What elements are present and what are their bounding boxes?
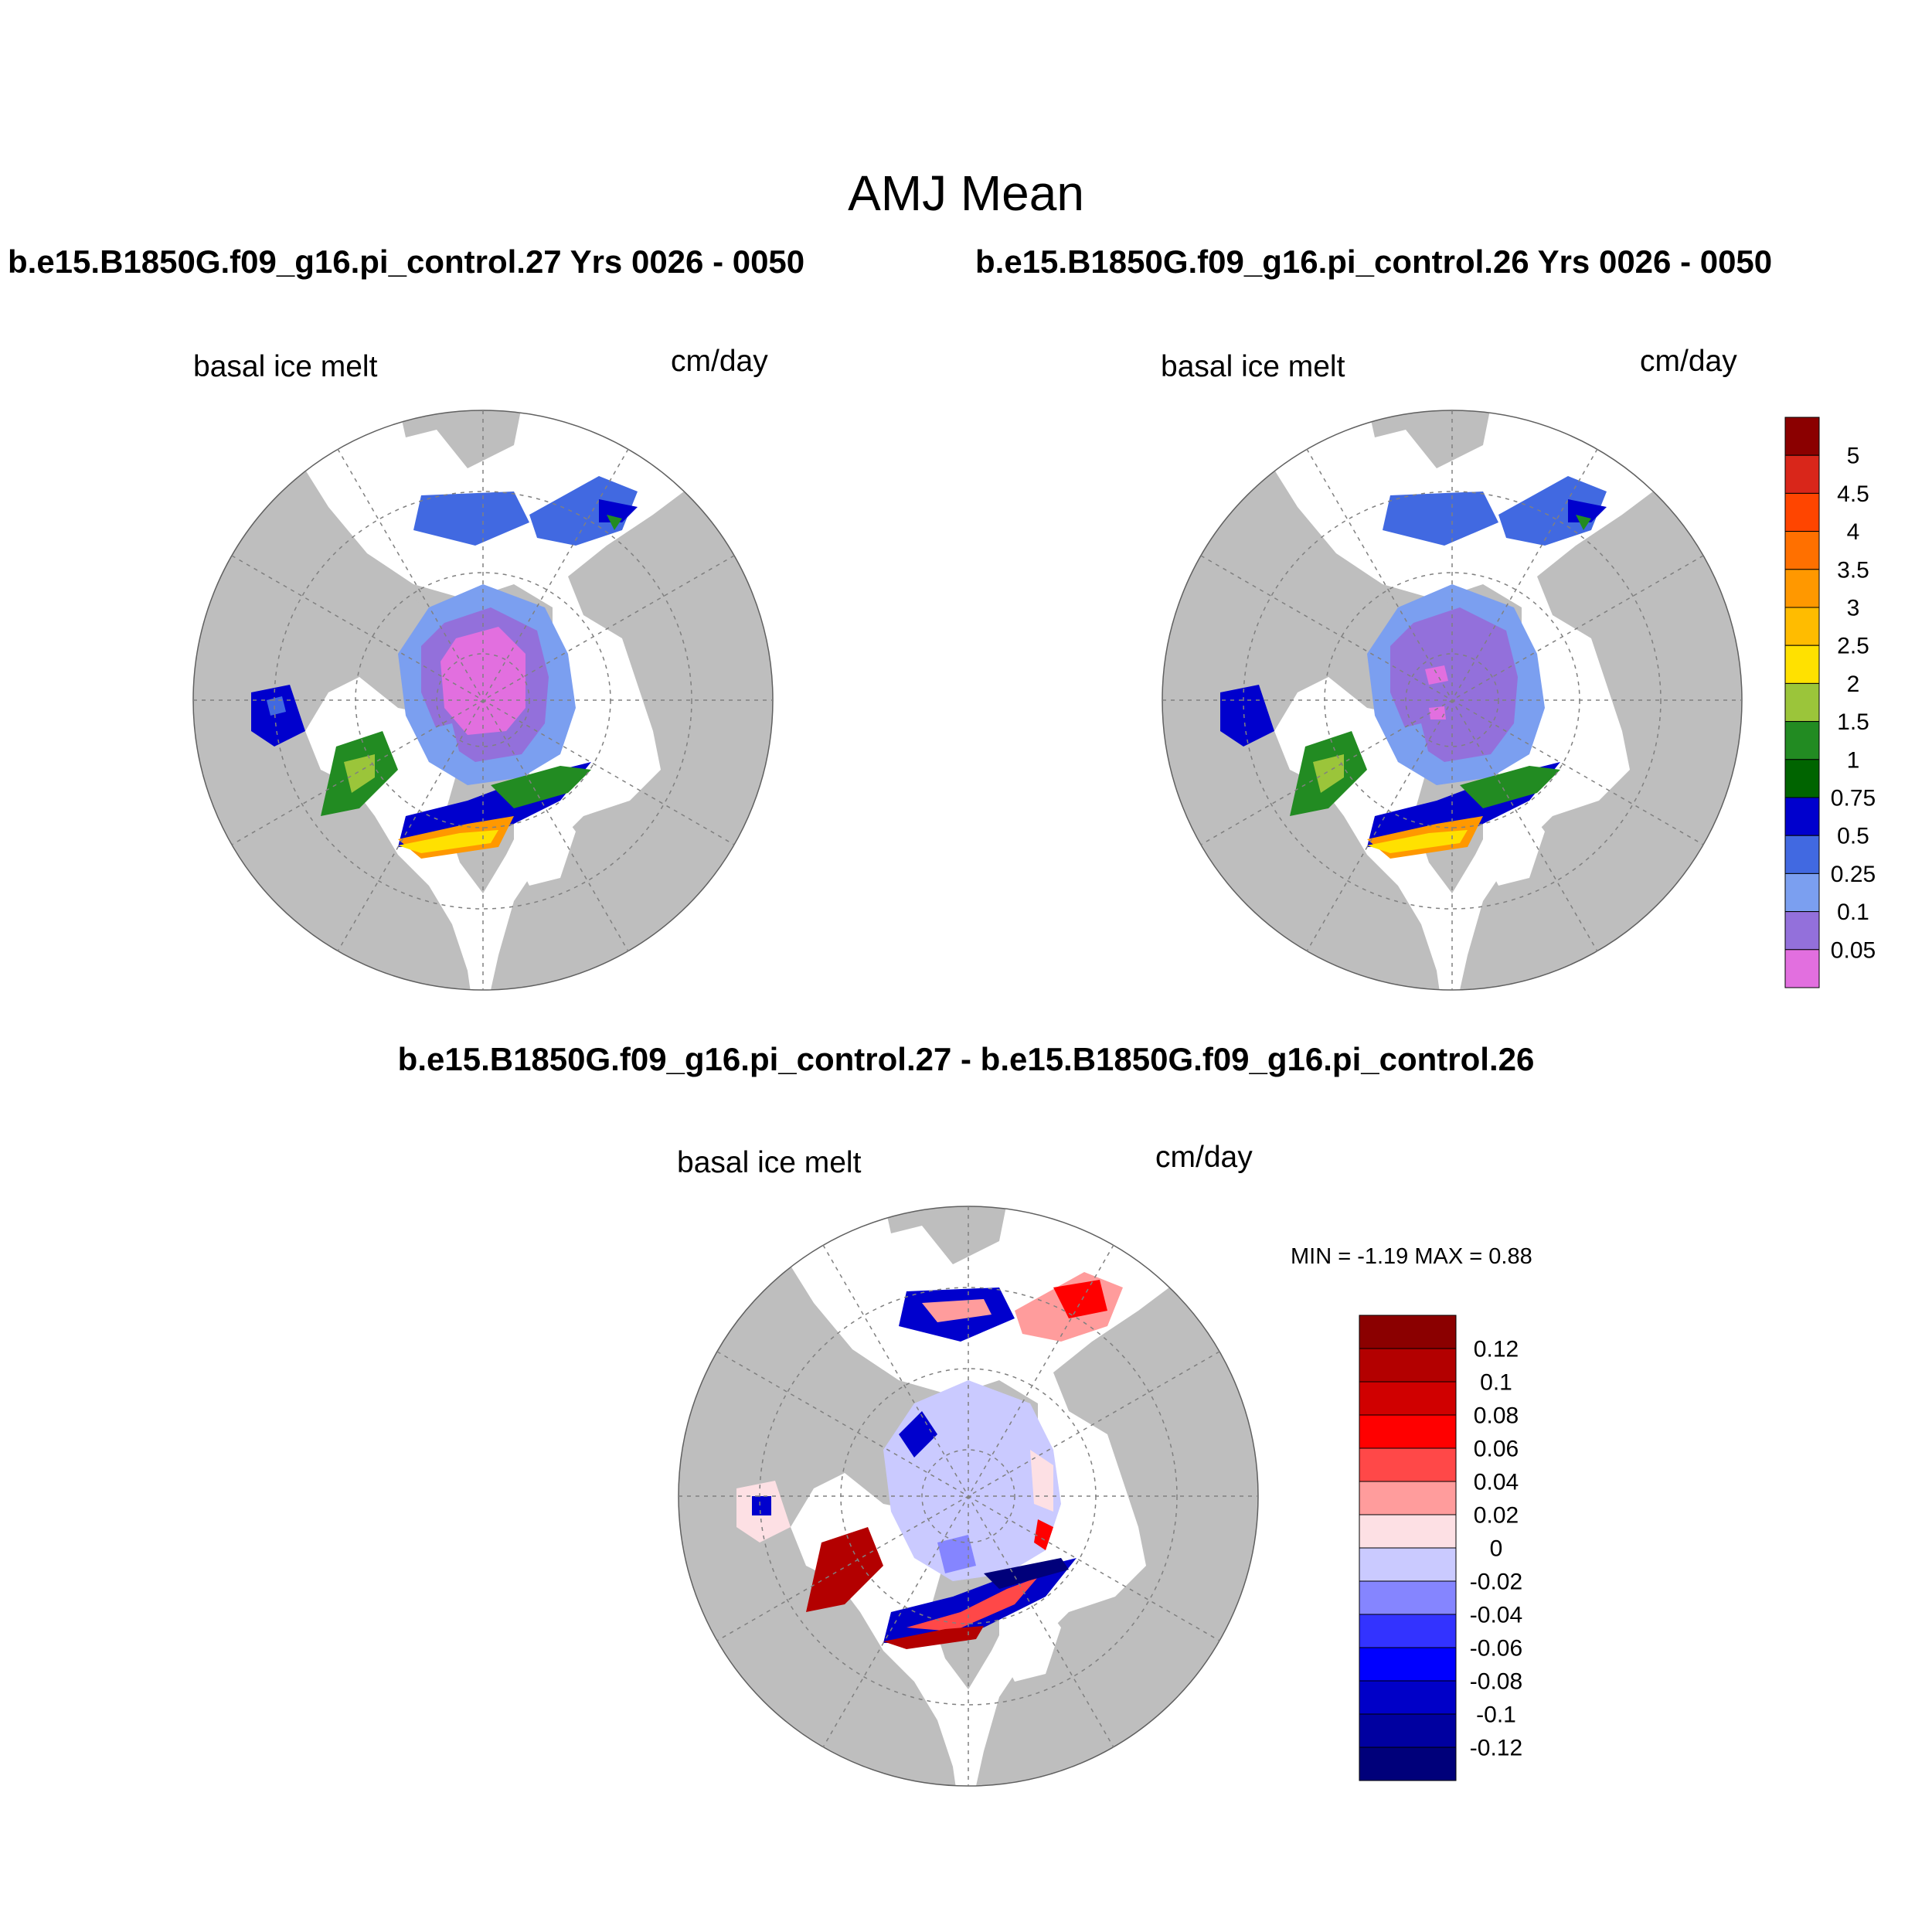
diff-units-label: cm/day bbox=[1155, 1141, 1253, 1174]
panel1-units-label: cm/day bbox=[671, 345, 768, 378]
diff-colorbar: 0.12 0.1 0.08 0.06 0.04 0.02 0 -0.02 -0.04 -0.06 -… bbox=[1359, 1315, 1522, 1781]
mean-colorbar-swatch bbox=[1784, 492, 1820, 532]
mean-colorbar-swatch bbox=[1784, 682, 1820, 723]
diff-colorbar-swatch bbox=[1359, 1747, 1457, 1781]
panel1-map bbox=[192, 410, 774, 991]
mean-colorbar-tick-label: 2 bbox=[1847, 672, 1860, 697]
panel1-title: b.e15.B1850G.f09_g16.pi_control.27 Yrs 0… bbox=[8, 243, 805, 280]
panel2-map bbox=[1162, 410, 1743, 991]
mean-colorbar-swatch bbox=[1784, 949, 1820, 988]
mean-colorbar-tick-label: 1 bbox=[1847, 747, 1860, 773]
mean-colorbar-tick-label: 5 bbox=[1847, 444, 1860, 469]
mean-colorbar-tick-label: 3.5 bbox=[1837, 557, 1869, 583]
diff-colorbar-swatch bbox=[1359, 1381, 1457, 1416]
mean-colorbar-swatch bbox=[1784, 759, 1820, 798]
diff-colorbar-tick-label: -0.08 bbox=[1470, 1669, 1522, 1695]
diff-colorbar-tick-label: -0.1 bbox=[1476, 1702, 1516, 1728]
mean-colorbar-swatch bbox=[1784, 835, 1820, 874]
diff-colorbar-swatch bbox=[1359, 1713, 1457, 1748]
diff-colorbar-swatch bbox=[1359, 1580, 1457, 1615]
diff-colorbar-tick-label: 0.1 bbox=[1480, 1370, 1512, 1396]
diff-colorbar-tick-label: -0.12 bbox=[1470, 1736, 1522, 1761]
diff-colorbar-swatch bbox=[1359, 1481, 1457, 1515]
diff-colorbar-swatch bbox=[1359, 1647, 1457, 1682]
mean-colorbar-tick-label: 3 bbox=[1847, 596, 1860, 621]
mean-colorbar-tick-label: 0.05 bbox=[1831, 937, 1876, 963]
diff-colorbar-swatch bbox=[1359, 1315, 1457, 1349]
figure-title: AMJ Mean bbox=[848, 165, 1084, 221]
diff-map bbox=[678, 1206, 1259, 1787]
mean-colorbar-tick-label: 0.25 bbox=[1831, 862, 1876, 887]
panel2-variable-label: basal ice melt bbox=[1161, 350, 1345, 383]
mean-colorbar-swatch bbox=[1784, 531, 1820, 570]
panel1-ice-field bbox=[251, 476, 638, 859]
diff-variable-label: basal ice melt bbox=[677, 1146, 862, 1179]
mean-colorbar-tick-label: 2.5 bbox=[1837, 634, 1869, 659]
mean-colorbar-swatch bbox=[1784, 417, 1820, 456]
panel2-ice-field bbox=[1220, 476, 1607, 859]
diff-colorbar-tick-label: 0.02 bbox=[1474, 1503, 1519, 1529]
mean-colorbar-swatch bbox=[1784, 645, 1820, 684]
mean-colorbar-swatch bbox=[1784, 569, 1820, 608]
mean-colorbar-tick-label: 4 bbox=[1847, 519, 1860, 545]
mean-colorbar-tick-label: 0.1 bbox=[1837, 900, 1869, 925]
mean-colorbar-tick-label: 4.5 bbox=[1837, 481, 1869, 507]
mean-colorbar-tick-label: 0.75 bbox=[1831, 786, 1876, 811]
mean-colorbar: 5 4.5 4 3.5 3 2.5 2 1.5 1 0.75 0.5 0.25 0.1 0.05 bbox=[1784, 417, 1876, 988]
panel2-title: b.e15.B1850G.f09_g16.pi_control.26 Yrs 0… bbox=[975, 243, 1773, 280]
mean-colorbar-swatch bbox=[1784, 797, 1820, 836]
diff-colorbar-tick-label: 0.08 bbox=[1474, 1403, 1519, 1429]
diff-colorbar-tick-label: 0 bbox=[1490, 1536, 1503, 1562]
diff-panel-title: b.e15.B1850G.f09_g16.pi_control.27 - b.e… bbox=[397, 1041, 1535, 1077]
diff-colorbar-swatch bbox=[1359, 1447, 1457, 1482]
diff-colorbar-swatch bbox=[1359, 1680, 1457, 1715]
diff-colorbar-tick-label: -0.02 bbox=[1470, 1570, 1522, 1595]
diff-colorbar-swatch bbox=[1359, 1514, 1457, 1549]
diff-colorbar-swatch bbox=[1359, 1547, 1457, 1582]
diff-colorbar-tick-label: 0.04 bbox=[1474, 1470, 1519, 1495]
diff-colorbar-swatch bbox=[1359, 1348, 1457, 1383]
mean-colorbar-swatch bbox=[1784, 454, 1820, 494]
diff-colorbar-tick-label: -0.06 bbox=[1470, 1636, 1522, 1662]
mean-colorbar-swatch bbox=[1784, 607, 1820, 646]
diff-colorbar-swatch bbox=[1359, 1614, 1457, 1648]
diff-field bbox=[736, 1272, 1123, 1649]
diff-colorbar-swatch bbox=[1359, 1414, 1457, 1449]
mean-colorbar-swatch bbox=[1784, 872, 1820, 913]
diff-colorbar-tick-label: 0.06 bbox=[1474, 1437, 1519, 1462]
panel2-units-label: cm/day bbox=[1640, 345, 1737, 378]
diff-colorbar-tick-label: -0.04 bbox=[1470, 1603, 1522, 1628]
mean-colorbar-swatch bbox=[1784, 911, 1820, 951]
mean-colorbar-tick-label: 1.5 bbox=[1837, 709, 1869, 735]
diff-colorbar-tick-label: 0.12 bbox=[1474, 1337, 1519, 1362]
mean-colorbar-tick-label: 0.5 bbox=[1837, 824, 1869, 849]
mean-colorbar-swatch bbox=[1784, 721, 1820, 760]
panel1-variable-label: basal ice melt bbox=[193, 350, 378, 383]
min-max-stats: MIN = -1.19 MAX = 0.88 bbox=[1291, 1244, 1532, 1269]
